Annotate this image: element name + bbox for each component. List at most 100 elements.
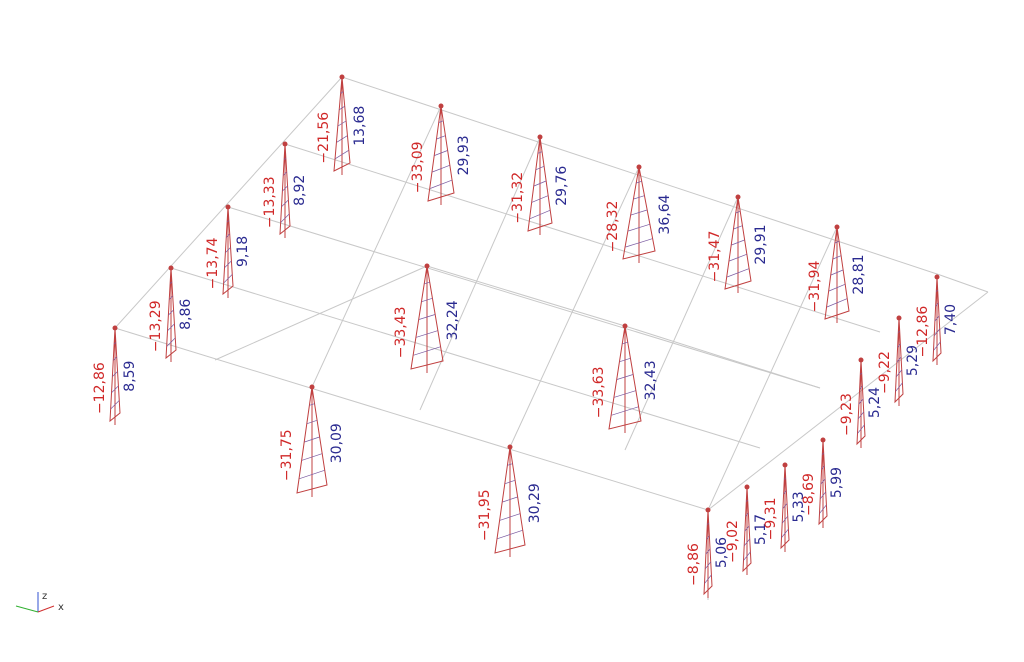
node bbox=[820, 437, 826, 443]
hatch bbox=[858, 411, 864, 419]
hatch bbox=[110, 400, 120, 410]
hatch bbox=[933, 341, 941, 351]
min-label: −9,31 bbox=[763, 497, 779, 540]
hatch bbox=[282, 185, 288, 192]
hatch bbox=[636, 180, 642, 184]
hatch bbox=[819, 504, 827, 514]
hatch bbox=[301, 453, 323, 461]
node bbox=[622, 323, 628, 329]
node bbox=[282, 141, 288, 147]
max-label: 5,06 bbox=[714, 537, 730, 568]
hatch bbox=[625, 238, 653, 248]
hatch bbox=[434, 150, 448, 156]
max-label: 32,24 bbox=[445, 300, 461, 340]
min-label: −31,47 bbox=[707, 231, 723, 283]
hatch bbox=[336, 135, 348, 143]
moment-diagram bbox=[932, 276, 942, 363]
moment-diagram bbox=[742, 486, 752, 573]
hatch bbox=[416, 330, 438, 338]
min-label: −8,86 bbox=[686, 543, 702, 586]
column: −12,86 8,59 bbox=[92, 325, 138, 425]
hatch bbox=[168, 309, 174, 316]
moment-diagram bbox=[165, 267, 177, 360]
hatch bbox=[614, 390, 636, 398]
node bbox=[858, 357, 864, 363]
global-axes: z x bbox=[15, 591, 64, 613]
column: −13,29 8,86 bbox=[148, 265, 194, 362]
max-label: 8,86 bbox=[178, 299, 194, 330]
hatch bbox=[727, 268, 749, 278]
hatch bbox=[857, 424, 865, 434]
hatch bbox=[169, 295, 173, 300]
hatch bbox=[226, 220, 230, 223]
hatch bbox=[167, 323, 175, 331]
hatch bbox=[743, 551, 751, 561]
column: −13,74 9,18 bbox=[205, 204, 251, 298]
hatch bbox=[858, 398, 864, 405]
hatch bbox=[421, 297, 433, 303]
hatch bbox=[630, 209, 648, 216]
node bbox=[896, 315, 902, 321]
hatch bbox=[529, 210, 551, 219]
hatch bbox=[735, 211, 741, 214]
moment-diagram bbox=[894, 317, 904, 404]
max-label: 9,18 bbox=[235, 236, 251, 267]
moment-diagram bbox=[856, 359, 866, 446]
moment-diagram bbox=[279, 143, 291, 236]
node bbox=[934, 274, 940, 280]
hatch bbox=[504, 480, 516, 484]
hatch bbox=[111, 385, 119, 393]
node bbox=[438, 103, 444, 109]
min-label: −9,23 bbox=[839, 393, 855, 436]
hatch bbox=[507, 463, 513, 466]
column: −13,33 8,92 bbox=[262, 141, 308, 238]
hatch bbox=[113, 342, 117, 345]
hatch bbox=[733, 225, 743, 230]
hatch bbox=[821, 465, 825, 470]
max-label: 5,24 bbox=[867, 387, 883, 418]
moment-diagram bbox=[427, 105, 455, 202]
hatch bbox=[859, 385, 863, 390]
node bbox=[339, 74, 345, 80]
min-label: −33,63 bbox=[591, 366, 607, 418]
min-label: −31,75 bbox=[279, 429, 295, 481]
node bbox=[225, 204, 231, 210]
hatch bbox=[834, 241, 840, 244]
hatch bbox=[828, 284, 846, 292]
moment-diagram bbox=[824, 226, 850, 320]
hatch bbox=[436, 135, 446, 140]
min-label: −28,32 bbox=[605, 201, 621, 253]
max-label: 5,99 bbox=[829, 467, 845, 498]
hatch bbox=[112, 371, 118, 377]
hatch bbox=[745, 512, 749, 517]
hatch bbox=[897, 343, 901, 348]
column: −31,47 29,91 bbox=[707, 194, 769, 293]
column: −21,56 13,68 bbox=[316, 74, 368, 175]
hatch bbox=[628, 223, 650, 232]
column: −33,09 29,93 bbox=[410, 103, 472, 205]
moment-diagram bbox=[818, 439, 828, 526]
min-label: −33,09 bbox=[410, 141, 426, 193]
min-label: −31,32 bbox=[510, 172, 526, 224]
moment-diagram bbox=[622, 166, 656, 260]
moment-diagram bbox=[608, 325, 642, 430]
min-label: −9,02 bbox=[725, 520, 741, 563]
hatch bbox=[499, 513, 521, 521]
hatch bbox=[224, 260, 232, 268]
max-label: 36,64 bbox=[657, 194, 673, 234]
hatch bbox=[633, 195, 645, 200]
hatch bbox=[820, 478, 826, 485]
max-label: 5,33 bbox=[791, 491, 807, 522]
hatch bbox=[225, 247, 231, 253]
column: −8,69 5,99 bbox=[801, 437, 845, 528]
node bbox=[782, 462, 788, 468]
hatch bbox=[537, 151, 543, 154]
max-label: 5,17 bbox=[753, 514, 769, 545]
hatch bbox=[826, 298, 848, 308]
hatch bbox=[309, 403, 315, 406]
node bbox=[705, 507, 711, 513]
node bbox=[309, 384, 315, 390]
min-label: −13,33 bbox=[262, 176, 278, 228]
hatch bbox=[340, 91, 344, 94]
max-label: 30,09 bbox=[329, 423, 345, 463]
